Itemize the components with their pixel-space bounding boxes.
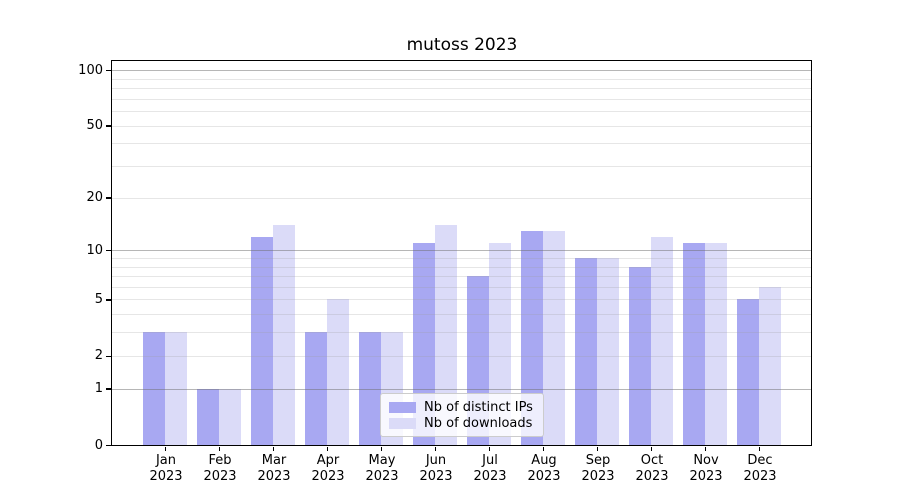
y-tick — [106, 388, 111, 390]
x-tick-label: Jul 2023 — [473, 453, 507, 484]
x-tick-label: Apr 2023 — [311, 453, 345, 484]
gridline-minor — [112, 356, 811, 357]
gridline-minor — [112, 198, 811, 199]
bar — [575, 258, 597, 445]
bar — [597, 258, 619, 445]
gridline-minor — [112, 88, 811, 89]
bar — [251, 237, 273, 445]
gridline-minor — [112, 267, 811, 268]
legend-swatch-distinct-ips — [389, 401, 416, 413]
x-tick — [542, 447, 545, 451]
bar — [305, 332, 327, 445]
bar — [219, 389, 241, 445]
gridline-minor — [112, 143, 811, 144]
chart-title: mutoss 2023 — [406, 35, 518, 55]
legend-item-downloads: Nb of downloads — [389, 415, 537, 431]
y-tick-label: 20 — [86, 190, 103, 205]
legend: Nb of distinct IPs Nb of downloads — [380, 393, 544, 437]
x-tick — [758, 447, 761, 451]
plot-area — [111, 60, 812, 446]
y-tick-label: 10 — [86, 243, 103, 258]
bar — [273, 225, 295, 445]
gridline-minor — [112, 314, 811, 315]
x-tick — [164, 447, 167, 451]
bar — [521, 231, 543, 445]
x-tick-label: Aug 2023 — [527, 453, 561, 484]
y-tick — [106, 125, 111, 127]
gridline-minor — [112, 126, 811, 127]
gridline-minor — [112, 299, 811, 300]
y-tick — [106, 197, 111, 199]
x-tick-label: Dec 2023 — [743, 453, 777, 484]
y-tick — [106, 249, 111, 252]
y-tick-label: 2 — [94, 348, 103, 363]
gridline-major — [112, 70, 811, 71]
x-tick — [704, 447, 707, 451]
bar — [435, 225, 457, 445]
y-tick — [106, 355, 111, 357]
bar — [629, 267, 651, 445]
x-tick-label: Sep 2023 — [581, 453, 615, 484]
bar — [759, 287, 781, 445]
x-tick-label: Feb 2023 — [203, 453, 237, 484]
bar — [543, 231, 565, 445]
gridline-minor — [112, 111, 811, 112]
bar — [737, 299, 759, 445]
bar — [327, 299, 349, 445]
bar — [651, 237, 673, 445]
legend-label-distinct-ips: Nb of distinct IPs — [424, 399, 533, 415]
gridline-major — [112, 250, 811, 251]
gridline-minor — [112, 276, 811, 277]
x-tick — [218, 447, 221, 451]
bar — [683, 243, 705, 445]
x-tick-label: Jan 2023 — [149, 453, 183, 484]
x-tick — [326, 447, 329, 451]
bar — [165, 332, 187, 445]
x-tick-label: Nov 2023 — [689, 453, 723, 484]
y-tick-label: 5 — [94, 292, 103, 307]
x-tick — [380, 447, 383, 451]
x-tick-label: Jun 2023 — [419, 453, 453, 484]
bar — [197, 389, 219, 445]
x-tick — [488, 447, 491, 451]
x-tick — [650, 447, 653, 451]
x-tick — [434, 447, 437, 451]
bar — [359, 332, 381, 445]
y-tick — [106, 69, 111, 72]
gridline-minor — [112, 258, 811, 259]
y-tick-label: 50 — [86, 118, 103, 133]
bar — [705, 243, 727, 445]
y-tick-label: 1 — [94, 381, 103, 396]
y-tick-label: 0 — [94, 438, 103, 453]
legend-swatch-downloads — [389, 417, 416, 429]
gridline-minor — [112, 166, 811, 167]
gridline-minor — [112, 99, 811, 100]
x-tick-label: May 2023 — [365, 453, 399, 484]
x-tick — [272, 447, 275, 451]
gridline-minor — [112, 287, 811, 288]
y-tick — [106, 444, 111, 447]
x-tick-label: Oct 2023 — [635, 453, 669, 484]
gridline-minor — [112, 332, 811, 333]
y-tick-label: 100 — [78, 63, 103, 78]
legend-item-distinct-ips: Nb of distinct IPs — [389, 399, 537, 415]
gridline-minor — [112, 79, 811, 80]
x-tick-label: Mar 2023 — [257, 453, 291, 484]
bar — [143, 332, 165, 445]
x-tick — [596, 447, 599, 451]
gridline-major — [112, 389, 811, 390]
legend-label-downloads: Nb of downloads — [424, 415, 533, 431]
y-tick — [106, 299, 111, 301]
